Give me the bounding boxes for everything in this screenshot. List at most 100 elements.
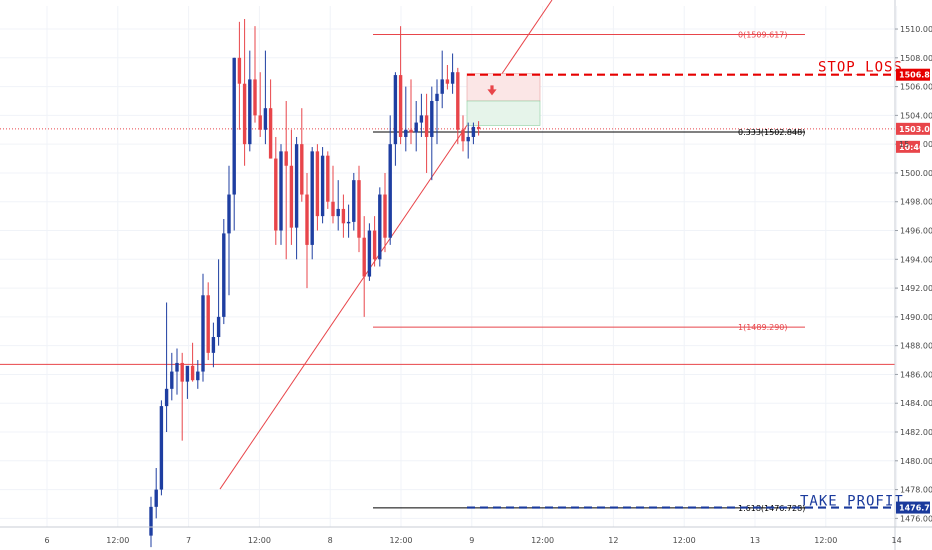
time-tick-label: 9 xyxy=(469,536,474,545)
candle xyxy=(367,223,372,281)
countdown-tag-bg xyxy=(896,140,920,153)
candle-body xyxy=(476,126,481,129)
price-tick-label: 1494.000 xyxy=(900,255,932,264)
candle xyxy=(164,302,169,433)
candle-body xyxy=(404,129,408,137)
time-tick-label: 7 xyxy=(186,536,191,545)
price-tick-label: 1488.000 xyxy=(900,342,932,351)
candle-body xyxy=(378,194,382,260)
candle-body xyxy=(367,230,372,277)
candle-body xyxy=(419,115,424,123)
candle xyxy=(305,172,309,289)
take-profit-price-tag: 1476.750 xyxy=(896,501,932,514)
candle-body xyxy=(305,194,309,245)
candle xyxy=(362,216,366,317)
candle-body xyxy=(180,362,184,382)
candle-body xyxy=(279,151,283,231)
candle xyxy=(206,282,210,361)
candle-body xyxy=(398,75,403,137)
candle-body xyxy=(170,371,174,389)
candle-body xyxy=(258,115,262,130)
candle xyxy=(476,121,481,136)
candle xyxy=(180,352,184,441)
candle-body xyxy=(248,79,252,145)
candle-body xyxy=(456,72,460,130)
price-tick-label: 1482.000 xyxy=(900,428,932,437)
price-tick-label: 1496.000 xyxy=(900,227,932,236)
candle xyxy=(227,165,231,296)
candle xyxy=(388,115,392,245)
stop-loss-label: STOP_LOSS xyxy=(818,60,903,76)
candle-body xyxy=(159,406,164,490)
chart-grid xyxy=(0,6,898,527)
candle xyxy=(175,348,179,395)
price-tick-label: 1510.000 xyxy=(900,25,932,34)
price-tick-label: 1476.000 xyxy=(900,514,932,523)
take-profit-price-tag-text: 1476.750 xyxy=(899,504,932,513)
time-tick-label: 12:00 xyxy=(389,536,412,545)
candle-body xyxy=(175,362,179,372)
time-tick-label: 12:00 xyxy=(531,536,554,545)
take-profit-price-tag-bg xyxy=(896,501,930,514)
fib-level-label: 1(1489.290) xyxy=(738,323,788,332)
time-tick-label: 12:00 xyxy=(673,536,696,545)
fib-level-label: 0.333(1502.848) xyxy=(738,128,805,137)
price-tick-label: 1500.000 xyxy=(900,169,932,178)
candle xyxy=(159,400,164,496)
candle xyxy=(450,53,455,94)
candle-body xyxy=(409,129,413,133)
current-price-tag-text: 1503.066 xyxy=(899,125,932,134)
candle-body xyxy=(222,233,226,317)
candle xyxy=(196,360,200,389)
candle xyxy=(284,100,288,260)
candle xyxy=(445,65,450,90)
candle xyxy=(398,26,403,145)
candle xyxy=(409,79,413,145)
candle-body xyxy=(461,129,465,142)
candle xyxy=(248,50,252,152)
candle xyxy=(424,93,429,173)
candle xyxy=(352,172,356,231)
candle-body xyxy=(185,365,190,382)
candle-body xyxy=(242,83,247,145)
candle-body xyxy=(440,79,444,94)
candle-body xyxy=(190,365,195,381)
time-axis[interactable]: 6 12:00 7 12:00 8 12:00 9 12:00 12 12:00 13 12:00 14 xyxy=(0,526,932,545)
candle xyxy=(149,496,153,548)
fib-level-label: 0(1509.617) xyxy=(738,31,788,40)
candle xyxy=(430,86,434,181)
candle-body xyxy=(320,155,325,217)
time-tick-label: 12 xyxy=(608,536,618,545)
candle-body xyxy=(211,337,216,353)
candle-body xyxy=(471,126,476,137)
drawing-overlays xyxy=(0,0,895,509)
time-tick-label: 12:00 xyxy=(814,536,837,545)
candle xyxy=(170,352,174,401)
countdown-tag: 10:46 xyxy=(896,140,925,153)
candle xyxy=(336,180,340,231)
candle-body xyxy=(196,371,200,381)
partial-price-label: 15 xyxy=(899,140,909,149)
candle-body xyxy=(388,144,392,238)
candle xyxy=(294,136,299,260)
current-price-tag-bg xyxy=(896,122,930,135)
candle xyxy=(185,365,190,399)
price-axis[interactable]: 1476.000 1478.000 1480.000 1482.000 1484.000… xyxy=(894,0,932,550)
candle xyxy=(258,72,262,137)
candle-body xyxy=(352,180,356,222)
candle xyxy=(222,219,226,325)
candle xyxy=(383,172,387,253)
candle-body xyxy=(315,151,320,217)
candle-body xyxy=(284,151,288,166)
candle xyxy=(263,50,268,145)
candle-body xyxy=(206,295,210,353)
candle xyxy=(372,216,377,267)
stop-loss-price-tag: 1506.826 xyxy=(896,68,932,81)
price-tick-label: 1498.000 xyxy=(900,198,932,207)
candle-body xyxy=(253,79,257,116)
candle-body xyxy=(357,180,361,238)
price-tick-label: 1478.000 xyxy=(900,486,932,495)
price-tick-label: 1492.000 xyxy=(900,284,932,293)
candle-body xyxy=(274,158,278,231)
